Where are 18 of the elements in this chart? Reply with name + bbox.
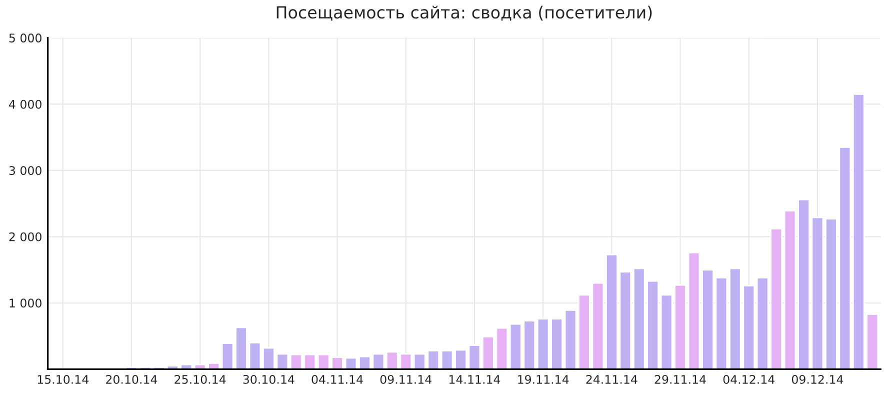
x-tick-label: 14.11.14 xyxy=(449,375,500,384)
chart-title: Посещаемость сайта: сводка (посетители) xyxy=(276,6,652,21)
y-tick-label: 3 000 xyxy=(9,166,42,176)
x-tick-label: 04.12.14 xyxy=(723,374,774,384)
x-tick-label: 24.11.14 xyxy=(586,374,638,384)
y-tick-label: 5 000 xyxy=(9,34,42,42)
x-tick-label: 30.10.14 xyxy=(243,374,294,384)
y-tick-label: 4 000 xyxy=(9,100,42,109)
x-tick-label: 19.11.14 xyxy=(518,374,569,384)
x-tick-label: 20.10.14 xyxy=(106,374,158,384)
x-tick-label: 25.10.14 xyxy=(174,374,226,384)
x-tick-label: 09.11.14 xyxy=(380,374,432,384)
y-tick-label: 2 000 xyxy=(9,232,42,242)
x-tick-label: 29.11.14 xyxy=(654,374,706,384)
x-tick-label: 15.10.14 xyxy=(38,374,89,384)
x-tick-label: 04.11.14 xyxy=(312,374,363,384)
y-tick-label: 1 000 xyxy=(10,298,42,308)
x-tick-label: 09.12.14 xyxy=(792,374,844,384)
